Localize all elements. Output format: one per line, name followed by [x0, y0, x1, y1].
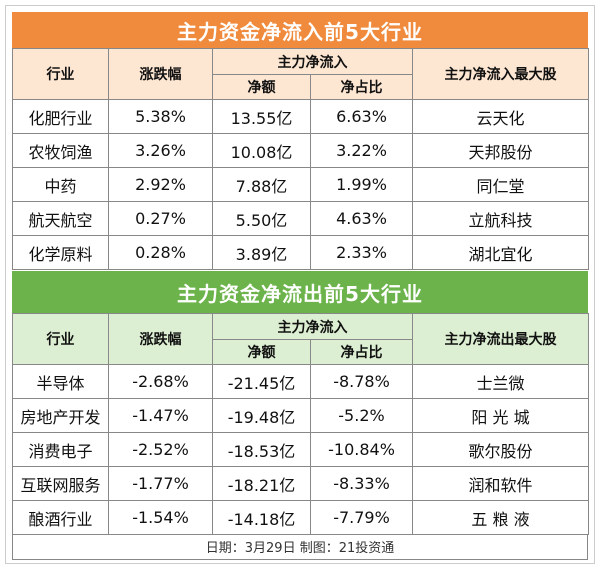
outflow-header-top-stock: 主力净流出最大股 — [412, 313, 589, 365]
outflow-title-bar: 主力资金净流出前5大行业 — [12, 271, 588, 313]
change-cell: 2.92% — [108, 167, 213, 202]
change-cell: 3.26% — [108, 133, 213, 168]
top-stock-cell: 同仁堂 — [412, 167, 589, 202]
industry-cell: 半导体 — [12, 364, 109, 399]
table-row: 航天航空 0.27% 5.50亿 4.63% 立航科技 — [12, 201, 589, 236]
top-stock-cell: 阳 光 城 — [412, 398, 589, 433]
industry-cell: 中药 — [12, 167, 109, 202]
outflow-header-change: 涨跌幅 — [108, 313, 213, 365]
net-amount-cell: 5.50亿 — [212, 201, 311, 236]
net-ratio-cell: -8.33% — [310, 466, 413, 501]
outflow-title: 主力资金净流出前5大行业 — [177, 281, 423, 306]
industry-cell: 化肥行业 — [12, 99, 109, 134]
net-ratio-cell: 4.63% — [310, 201, 413, 236]
net-amount-cell: -19.48亿 — [212, 398, 311, 433]
net-amount-cell: 3.89亿 — [212, 235, 311, 270]
outflow-header-net-amount: 净额 — [212, 339, 311, 365]
page-frame — [5, 5, 595, 564]
industry-cell: 消费电子 — [12, 432, 109, 467]
inflow-header-net-amount: 净额 — [212, 74, 311, 100]
table-row: 消费电子 -2.52% -18.53亿 -10.84% 歌尔股份 — [12, 432, 589, 467]
inflow-header-group: 主力净流入 — [212, 48, 413, 75]
inflow-header-row: 行业 涨跌幅 主力净流入 主力净流入最大股 — [12, 48, 589, 100]
top-stock-cell: 云天化 — [412, 99, 589, 134]
inflow-header-industry: 行业 — [12, 48, 109, 100]
inflow-table: 行业 涨跌幅 主力净流入 主力净流入最大股 净额 净占比 化肥行业 5.38% … — [12, 48, 589, 270]
change-cell: -1.77% — [108, 466, 213, 501]
industry-cell: 航天航空 — [12, 201, 109, 236]
net-ratio-cell: 2.33% — [310, 235, 413, 270]
top-stock-cell: 立航科技 — [412, 201, 589, 236]
top-stock-cell: 歌尔股份 — [412, 432, 589, 467]
inflow-title: 主力资金净流入前5大行业 — [177, 19, 423, 44]
table-row: 半导体 -2.68% -21.45亿 -8.78% 士兰微 — [12, 364, 589, 399]
net-ratio-cell: 1.99% — [310, 167, 413, 202]
table-row: 化学原料 0.28% 3.89亿 2.33% 湖北宜化 — [12, 235, 589, 270]
table-row: 房地产开发 -1.47% -19.48亿 -5.2% 阳 光 城 — [12, 398, 589, 433]
net-ratio-cell: -7.79% — [310, 500, 413, 535]
table-row: 互联网服务 -1.77% -18.21亿 -8.33% 润和软件 — [12, 466, 589, 501]
net-amount-cell: 7.88亿 — [212, 167, 311, 202]
industry-cell: 互联网服务 — [12, 466, 109, 501]
change-cell: -1.54% — [108, 500, 213, 535]
table-row: 酿酒行业 -1.54% -14.18亿 -7.79% 五 粮 液 — [12, 500, 589, 535]
inflow-header-top-stock: 主力净流入最大股 — [412, 48, 589, 100]
outflow-header-group: 主力净流入 — [212, 313, 413, 340]
table-row: 中药 2.92% 7.88亿 1.99% 同仁堂 — [12, 167, 589, 202]
industry-cell: 房地产开发 — [12, 398, 109, 433]
net-amount-cell: -18.21亿 — [212, 466, 311, 501]
industry-cell: 农牧饲渔 — [12, 133, 109, 168]
inflow-title-bar: 主力资金净流入前5大行业 — [12, 12, 588, 48]
change-cell: 5.38% — [108, 99, 213, 134]
top-stock-cell: 润和软件 — [412, 466, 589, 501]
net-amount-cell: -14.18亿 — [212, 500, 311, 535]
net-amount-cell: -18.53亿 — [212, 432, 311, 467]
net-amount-cell: 13.55亿 — [212, 99, 311, 134]
top-stock-cell: 天邦股份 — [412, 133, 589, 168]
inflow-header-net-ratio: 净占比 — [310, 74, 413, 100]
top-stock-cell: 士兰微 — [412, 364, 589, 399]
top-stock-cell: 五 粮 液 — [412, 500, 589, 535]
top-stock-cell: 湖北宜化 — [412, 235, 589, 270]
footer-caption: 日期：3月29日 制图：21投资通 — [12, 534, 588, 560]
table-row: 化肥行业 5.38% 13.55亿 6.63% 云天化 — [12, 99, 589, 134]
industry-cell: 酿酒行业 — [12, 500, 109, 535]
net-ratio-cell: -8.78% — [310, 364, 413, 399]
net-ratio-cell: 6.63% — [310, 99, 413, 134]
outflow-header-industry: 行业 — [12, 313, 109, 365]
change-cell: -1.47% — [108, 398, 213, 433]
outflow-header-row: 行业 涨跌幅 主力净流入 主力净流出最大股 — [12, 313, 589, 365]
change-cell: 0.28% — [108, 235, 213, 270]
net-ratio-cell: -10.84% — [310, 432, 413, 467]
outflow-table: 行业 涨跌幅 主力净流入 主力净流出最大股 净额 净占比 半导体 -2.68% … — [12, 313, 589, 535]
net-amount-cell: 10.08亿 — [212, 133, 311, 168]
net-ratio-cell: 3.22% — [310, 133, 413, 168]
change-cell: 0.27% — [108, 201, 213, 236]
inflow-header-change: 涨跌幅 — [108, 48, 213, 100]
change-cell: -2.68% — [108, 364, 213, 399]
change-cell: -2.52% — [108, 432, 213, 467]
net-amount-cell: -21.45亿 — [212, 364, 311, 399]
net-ratio-cell: -5.2% — [310, 398, 413, 433]
industry-cell: 化学原料 — [12, 235, 109, 270]
outflow-header-net-ratio: 净占比 — [310, 339, 413, 365]
table-row: 农牧饲渔 3.26% 10.08亿 3.22% 天邦股份 — [12, 133, 589, 168]
